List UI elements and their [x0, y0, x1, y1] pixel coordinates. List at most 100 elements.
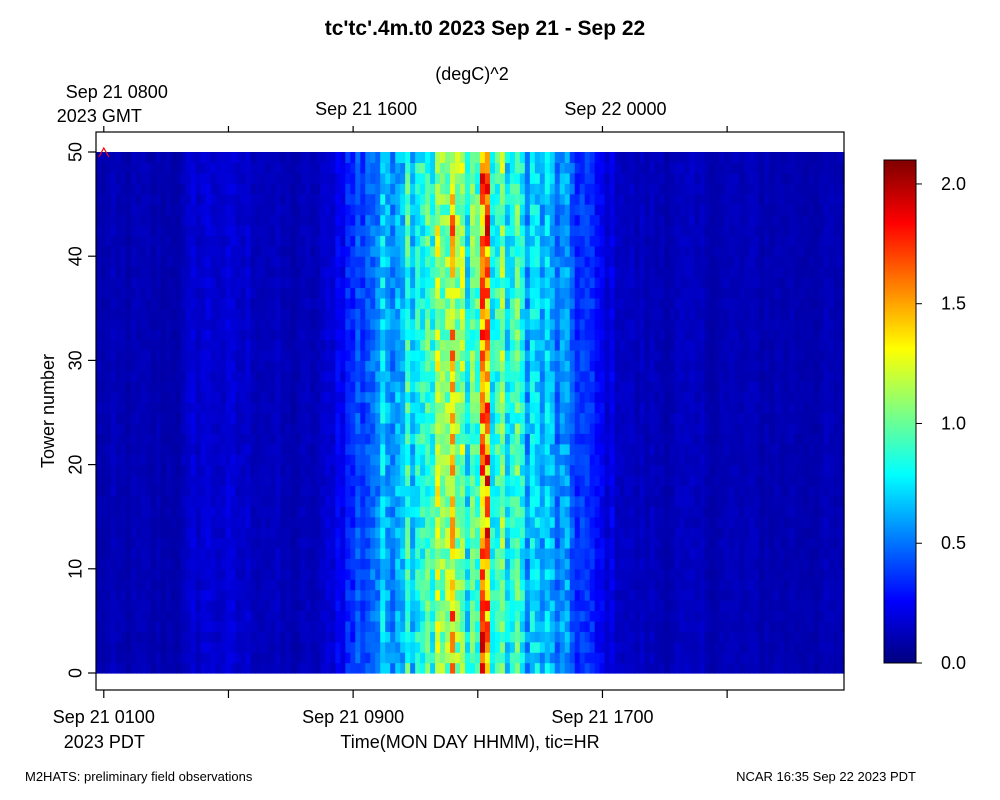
heatmap-cell [479, 443, 486, 455]
chart-title: tc'tc'.4m.t0 2023 Sep 21 - Sep 22 [325, 17, 646, 40]
heatmap-cell [270, 235, 277, 247]
heatmap-cell [350, 537, 356, 549]
heatmap-cell [235, 433, 242, 445]
heatmap-cell [514, 162, 521, 174]
heatmap-cell [479, 422, 486, 434]
heatmap-cell [574, 152, 581, 164]
heatmap-cell [125, 579, 132, 591]
heatmap-cell [380, 235, 386, 247]
heatmap-cell [579, 652, 586, 664]
heatmap-cell [320, 485, 326, 497]
heatmap-cell [320, 537, 326, 549]
heatmap-cell [455, 412, 461, 424]
heatmap-cell [265, 464, 272, 476]
heatmap-cell [474, 631, 481, 643]
heatmap-cell [385, 402, 391, 414]
heatmap-cell [355, 391, 361, 403]
heatmap-cell [240, 360, 247, 372]
heatmap-cell [260, 454, 267, 466]
heatmap-cell [215, 266, 222, 278]
heatmap-cell [130, 402, 137, 414]
heatmap-cell [305, 152, 312, 164]
heatmap-cell [415, 370, 421, 382]
heatmap-cell [445, 422, 451, 434]
heatmap-cell [524, 464, 531, 476]
heatmap-cell [455, 370, 461, 382]
heatmap-cell [415, 422, 421, 434]
heatmap-cell [310, 183, 317, 195]
heatmap-cell [425, 631, 431, 643]
heatmap-cell [484, 277, 491, 289]
heatmap-cell [470, 527, 476, 539]
heatmap-cell [280, 402, 287, 414]
heatmap-cell [275, 277, 282, 289]
heatmap-cell [529, 652, 536, 664]
heatmap-cell [534, 558, 541, 570]
heatmap-cell [465, 183, 471, 195]
heatmap-cell [190, 537, 197, 549]
heatmap-cell [430, 412, 436, 424]
heatmap-cell [155, 558, 162, 570]
heatmap-cell [470, 183, 476, 195]
heatmap-cell [245, 610, 252, 622]
heatmap-cell [465, 224, 471, 236]
heatmap-cell [569, 527, 576, 539]
heatmap-cell [165, 652, 172, 664]
heatmap-cell [160, 152, 167, 164]
heatmap-cell [105, 547, 112, 559]
heatmap-cell [290, 235, 297, 247]
heatmap-cell [280, 620, 287, 632]
heatmap-cell [420, 558, 426, 570]
heatmap-cell [410, 547, 416, 559]
heatmap-cell [305, 339, 312, 351]
heatmap-cell [509, 610, 516, 622]
heatmap-cell [175, 662, 182, 674]
heatmap-cell [569, 256, 576, 268]
heatmap-cell [350, 485, 356, 497]
heatmap-cell [140, 318, 147, 330]
heatmap-cell [275, 454, 282, 466]
heatmap-cell [529, 537, 536, 549]
heatmap-cell [474, 214, 481, 226]
heatmap-cell [375, 475, 381, 487]
heatmap-cell [400, 464, 406, 476]
heatmap-cell [494, 475, 501, 487]
heatmap-cell [245, 349, 252, 361]
heatmap-cell [470, 589, 476, 601]
heatmap-cell [140, 204, 147, 216]
heatmap-cell [280, 193, 287, 205]
heatmap-cell [150, 360, 157, 372]
heatmap-cell [180, 495, 187, 507]
heatmap-cell [365, 568, 371, 580]
heatmap-cell [295, 152, 302, 164]
heatmap-cell [559, 277, 566, 289]
heatmap-cell [474, 224, 481, 236]
heatmap-cell [410, 318, 416, 330]
heatmap-cell [440, 308, 446, 320]
heatmap-cell [240, 318, 247, 330]
heatmap-cell [205, 527, 212, 539]
heatmap-cell [534, 454, 541, 466]
heatmap-cell [380, 433, 386, 445]
heatmap-cell [499, 245, 506, 257]
heatmap-cell [230, 162, 237, 174]
heatmap-cell [465, 308, 471, 320]
heatmap-cell [230, 277, 237, 289]
heatmap-cell [250, 287, 257, 299]
heatmap-cell [450, 454, 456, 466]
heatmap-cell [265, 631, 272, 643]
heatmap-cell [295, 464, 302, 476]
heatmap-cell [215, 527, 222, 539]
heatmap-cell [489, 662, 496, 674]
heatmap-cell [345, 162, 351, 174]
heatmap-cell [165, 256, 172, 268]
heatmap-cell [330, 329, 336, 341]
heatmap-cell [260, 193, 267, 205]
heatmap-cell [110, 287, 117, 299]
heatmap-cell [539, 620, 546, 632]
heatmap-cell [345, 547, 351, 559]
heatmap-cell [110, 516, 117, 528]
heatmap-cell [549, 464, 556, 476]
heatmap-cell [110, 370, 117, 382]
heatmap-cell [270, 277, 277, 289]
